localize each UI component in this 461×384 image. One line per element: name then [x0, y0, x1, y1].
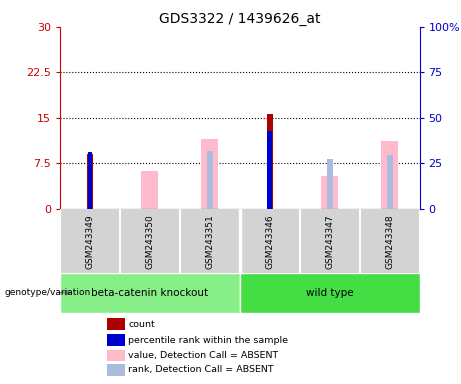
Bar	[321, 175, 338, 209]
Bar	[106, 364, 124, 376]
Bar	[266, 114, 272, 209]
Bar	[106, 318, 124, 330]
Text: rank, Detection Call = ABSENT: rank, Detection Call = ABSENT	[128, 366, 274, 374]
Text: beta-catenin knockout: beta-catenin knockout	[91, 288, 208, 298]
Text: value, Detection Call = ABSENT: value, Detection Call = ABSENT	[128, 351, 278, 360]
Bar	[60, 273, 240, 313]
Bar	[240, 273, 420, 313]
Text: GSM243347: GSM243347	[325, 214, 334, 268]
Bar	[106, 334, 124, 346]
Text: count: count	[128, 319, 155, 329]
Bar	[387, 156, 393, 209]
Text: GSM243351: GSM243351	[205, 214, 214, 269]
Bar	[87, 154, 93, 209]
Bar	[142, 170, 158, 209]
Bar	[267, 131, 272, 209]
Bar	[381, 141, 398, 209]
Text: GSM243346: GSM243346	[265, 214, 274, 268]
Bar	[201, 139, 218, 209]
Bar	[207, 151, 213, 209]
Bar	[106, 349, 124, 361]
Text: percentile rank within the sample: percentile rank within the sample	[128, 336, 288, 344]
Text: GSM243349: GSM243349	[85, 214, 95, 268]
Text: GSM243348: GSM243348	[385, 214, 394, 268]
Title: GDS3322 / 1439626_at: GDS3322 / 1439626_at	[159, 12, 320, 26]
Text: wild type: wild type	[306, 288, 354, 298]
Bar	[326, 159, 332, 209]
Text: GSM243350: GSM243350	[145, 214, 154, 269]
Text: genotype/variation: genotype/variation	[5, 288, 91, 297]
Bar	[88, 152, 92, 209]
